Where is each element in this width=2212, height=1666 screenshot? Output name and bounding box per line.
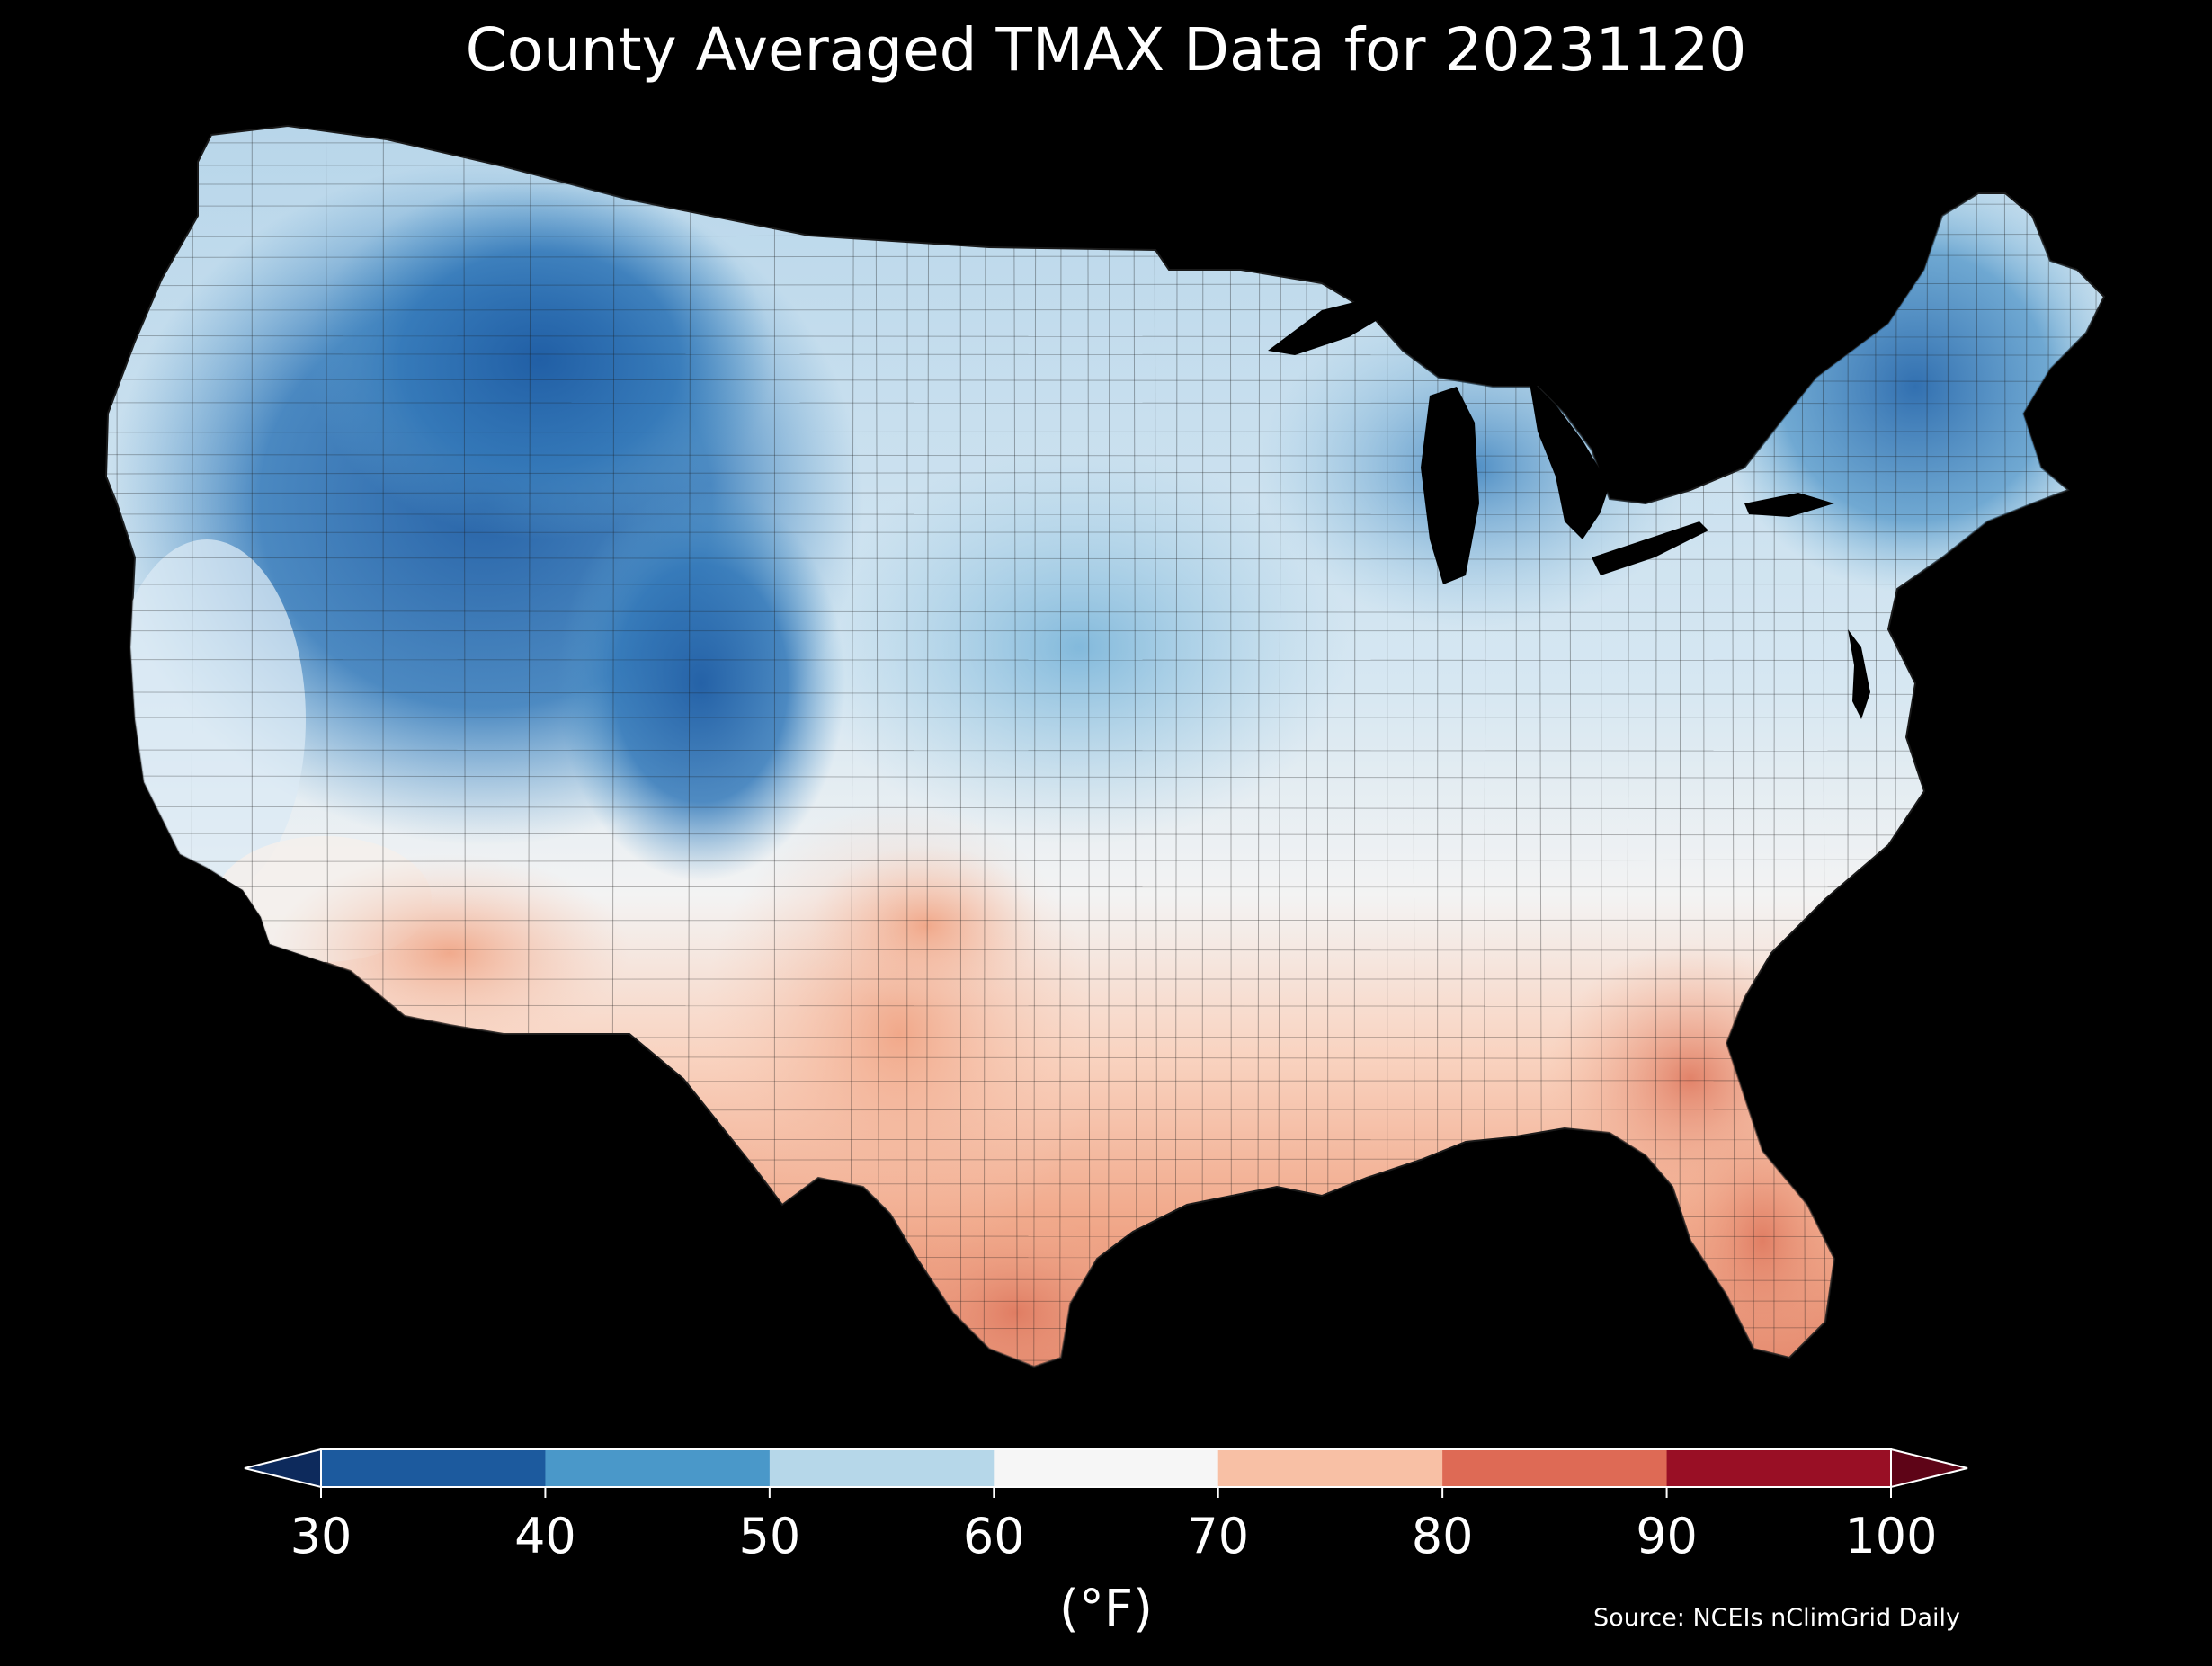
county-boundary-line xyxy=(106,513,2104,515)
county-boundary-line xyxy=(382,126,384,1367)
colorbar-over-arrow xyxy=(1890,1448,1968,1489)
colorbar-bin xyxy=(994,1449,1219,1487)
county-boundary-line xyxy=(1174,126,1178,1367)
county-boundary-line xyxy=(106,470,2104,475)
county-boundary-line xyxy=(875,126,880,1367)
county-boundary-line xyxy=(106,557,2104,561)
colorbar-tick-label: 60 xyxy=(963,1508,1025,1564)
county-boundary-line xyxy=(106,1300,2104,1303)
county-boundary-line xyxy=(106,1036,2104,1038)
county-boundary-line xyxy=(106,531,2104,533)
colorbar-bin xyxy=(321,1449,546,1487)
colorbar-tick-label: 90 xyxy=(1636,1508,1698,1564)
colorbar-bins xyxy=(321,1449,1892,1487)
county-boundary-line xyxy=(1133,126,1137,1367)
colorbar-under-arrow xyxy=(244,1448,322,1489)
county-boundary-line xyxy=(106,749,2104,752)
county-boundary-line xyxy=(925,126,930,1367)
county-boundary-line xyxy=(1059,126,1062,1367)
us-county-map xyxy=(90,114,2122,1368)
county-boundary-line xyxy=(1012,126,1018,1367)
south-texas-warm-region xyxy=(890,1214,1142,1367)
county-boundary-line xyxy=(1087,126,1091,1367)
colorbar-tick-label: 50 xyxy=(738,1508,800,1564)
map-title: County Averaged TMAX Data for 20231120 xyxy=(466,15,1747,85)
california-mild-region xyxy=(108,539,306,899)
colorbar-bin xyxy=(545,1449,771,1487)
county-boundary-line xyxy=(106,1216,2104,1218)
colorbar-ticks: 30 40 50 60 70 80 90 100 xyxy=(290,1487,1938,1564)
northern-rockies-cold-core xyxy=(306,180,773,539)
colorbar-frame xyxy=(320,1448,1892,1488)
county-boundary-line xyxy=(90,114,2122,117)
county-boundary-line xyxy=(106,806,2104,810)
county-boundary-line xyxy=(106,919,2104,922)
county-boundary-line xyxy=(983,126,986,1367)
county-boundary-line xyxy=(106,454,2104,458)
county-boundary-line xyxy=(1278,126,1282,1367)
county-boundary-line xyxy=(1257,126,1261,1367)
county-boundary-line xyxy=(1033,126,1037,1367)
colorbar: 30 40 50 60 70 80 90 100 (°F) xyxy=(244,1448,1968,1638)
rockies-cold-core xyxy=(557,486,845,881)
county-boundary-line xyxy=(1229,126,1233,1367)
county-boundary-line xyxy=(106,659,2104,662)
colorbar-bin xyxy=(1666,1449,1892,1487)
colorbar-bin xyxy=(1217,1449,1443,1487)
county-boundary-line xyxy=(106,691,2104,696)
colorbar-unit-label: (°F) xyxy=(1059,1580,1153,1638)
colorbar-tick-label: 100 xyxy=(1844,1508,1937,1564)
new-england-cold-region xyxy=(1708,180,2104,593)
county-boundary-line xyxy=(1305,126,1307,1367)
county-boundary-line xyxy=(1201,126,1204,1367)
colorbar-bin xyxy=(769,1449,995,1487)
source-note: Source: NCEIs nClimGrid Daily xyxy=(1593,1604,1960,1632)
plains-cool-region xyxy=(809,450,1349,845)
county-boundary-line xyxy=(106,833,2104,836)
colorbar-tick-label: 70 xyxy=(1187,1508,1249,1564)
county-boundary-line xyxy=(850,126,854,1367)
county-boundary-line xyxy=(106,308,2104,311)
county-boundary-line xyxy=(106,859,2104,862)
county-boundary-line xyxy=(106,775,2104,780)
chesapeake-bay xyxy=(1848,629,1870,719)
county-boundary-line xyxy=(106,491,2104,494)
lake-erie xyxy=(1592,521,1708,575)
county-boundary-line xyxy=(1353,126,1356,1367)
county-boundary-line xyxy=(1108,126,1110,1367)
colorbar-tick-label: 40 xyxy=(514,1508,576,1564)
lake-superior xyxy=(1268,297,1394,355)
lake-huron xyxy=(1529,378,1610,539)
colorbar-tick-label: 30 xyxy=(290,1508,352,1564)
colorbar-bin xyxy=(1442,1449,1668,1487)
lake-ontario xyxy=(1744,493,1834,517)
county-boundary-line xyxy=(106,610,2104,614)
colorbar-tick-label: 80 xyxy=(1412,1508,1474,1564)
oklahoma-warm-region xyxy=(809,845,1043,1007)
arizona-warm-region xyxy=(270,854,629,1052)
county-boundary-line xyxy=(1154,126,1158,1367)
lake-michigan xyxy=(1421,387,1479,584)
county-boundary-line xyxy=(1655,126,1657,1367)
county-boundary-line xyxy=(106,717,2104,718)
